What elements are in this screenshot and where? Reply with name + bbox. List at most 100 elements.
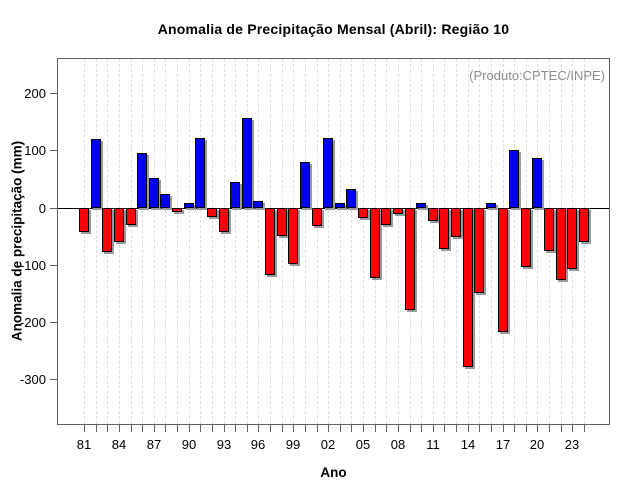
bar-2014 [463,208,473,367]
x-tick-2019 [526,425,527,432]
y-tick-label--300: -300 [19,372,46,387]
bar-1998 [277,208,287,236]
bar-2003 [335,203,345,208]
x-tick-2001 [317,425,318,432]
bar-1994 [230,182,240,208]
y-tick--100 [50,265,57,266]
gridline-1994 [235,59,236,424]
y-axis-title: Anomalia de precipitação (mm) [9,140,25,342]
x-tick-1984 [119,425,120,432]
x-tick-label-2002: 02 [320,437,336,452]
x-tick-2011 [433,425,434,432]
source-annotation: (Produto:CPTEC/INPE) [469,68,605,83]
gridline-2007 [386,59,387,424]
x-tick-1985 [131,425,132,432]
gridline-1985 [131,59,132,424]
bar-2017 [498,208,508,332]
bar-2009 [405,208,415,310]
bar-2002 [323,138,333,208]
x-tick-2018 [514,425,515,432]
y-tick-0 [50,208,57,209]
x-tick-1996 [258,425,259,432]
bar-2008 [393,208,403,214]
bar-2011 [428,208,438,221]
x-tick-label-1996: 96 [250,437,266,452]
x-tick-label-2023: 23 [564,437,580,452]
x-tick-1997 [270,425,271,432]
x-tick-1992 [212,425,213,432]
y-tick--200 [50,322,57,323]
gridline-2018 [514,59,515,424]
bar-1983 [102,208,112,252]
x-tick-1982 [96,425,97,432]
bar-2013 [451,208,461,237]
gridline-2008 [398,59,399,424]
gridline-2013 [456,59,457,424]
y-tick-label--100: -100 [19,258,46,273]
bar-2001 [312,208,322,226]
plot-area [57,58,610,425]
bar-2018 [509,150,519,208]
bar-2012 [439,208,449,249]
x-tick-2021 [549,425,550,432]
x-tick-label-1993: 93 [216,437,232,452]
bar-2000 [300,162,310,208]
gridline-1987 [154,59,155,424]
bar-1996 [253,201,263,208]
bar-1985 [126,208,136,225]
x-axis-title: Ano [320,465,347,480]
gridline-2020 [537,59,538,424]
bar-2024 [579,208,589,242]
x-tick-label-2008: 08 [390,437,406,452]
gridline-2011 [433,59,434,424]
x-tick-2013 [456,425,457,432]
x-tick-2014 [468,425,469,432]
x-tick-2022 [561,425,562,432]
bar-1984 [114,208,124,242]
x-tick-2010 [421,425,422,432]
x-tick-2023 [572,425,573,432]
x-tick-1990 [189,425,190,432]
x-tick-1986 [142,425,143,432]
x-tick-2006 [375,425,376,432]
y-tick-label--200: -200 [19,315,46,330]
bar-2023 [567,208,577,269]
x-tick-label-2020: 20 [529,437,545,452]
gridline-2004 [351,59,352,424]
bar-1987 [149,178,159,208]
bar-1989 [172,208,182,212]
x-tick-2002 [328,425,329,432]
y-tick-200 [50,93,57,94]
x-tick-2016 [491,425,492,432]
bar-1990 [184,203,194,208]
gridline-1990 [189,59,190,424]
gridline-1992 [212,59,213,424]
x-tick-label-2005: 05 [355,437,371,452]
x-tick-2020 [537,425,538,432]
x-tick-label-1981: 81 [76,437,92,452]
x-tick-label-2017: 17 [495,437,511,452]
bar-2016 [486,203,496,208]
x-tick-label-2011: 11 [426,437,440,452]
zero-line [58,208,609,209]
bar-2007 [381,208,391,225]
x-tick-1991 [200,425,201,432]
bar-1991 [195,138,205,208]
x-tick-1981 [84,425,85,432]
x-tick-1999 [293,425,294,432]
gridline-1993 [224,59,225,424]
y-tick--300 [50,379,57,380]
gridline-2005 [363,59,364,424]
bar-2004 [346,189,356,208]
bar-2015 [474,208,484,293]
x-tick-label-1984: 84 [111,437,127,452]
gridline-1991 [200,59,201,424]
x-tick-2015 [479,425,480,432]
bar-1982 [91,139,101,208]
bar-2010 [416,203,426,208]
x-tick-label-1999: 99 [285,437,301,452]
gridline-2002 [328,59,329,424]
bar-1981 [79,208,89,232]
y-tick-label-100: 100 [24,143,46,158]
